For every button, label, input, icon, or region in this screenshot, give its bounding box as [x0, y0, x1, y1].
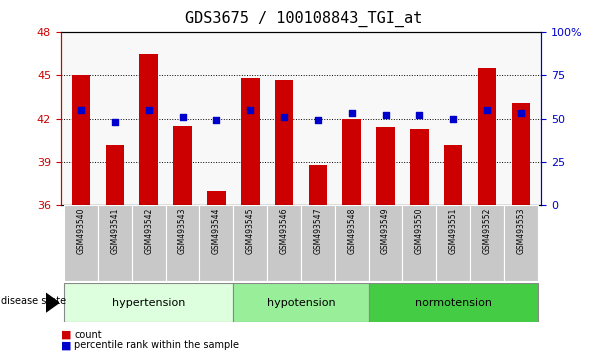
Bar	[241, 78, 260, 205]
Point	[347, 110, 356, 116]
Bar	[444, 144, 463, 205]
Text: ■: ■	[61, 330, 71, 339]
Bar	[72, 75, 91, 205]
Bar	[511, 103, 530, 205]
Bar	[199, 205, 233, 281]
Bar	[267, 205, 301, 281]
Bar	[342, 119, 361, 205]
Bar	[335, 205, 368, 281]
Bar	[478, 68, 496, 205]
Bar	[402, 205, 437, 281]
Polygon shape	[46, 293, 59, 312]
Bar	[410, 129, 429, 205]
Point	[516, 110, 526, 116]
Text: GSM493541: GSM493541	[111, 207, 119, 254]
Text: GSM493542: GSM493542	[144, 207, 153, 254]
Text: GSM493553: GSM493553	[516, 207, 525, 254]
Text: GSM493547: GSM493547	[313, 207, 322, 254]
Point	[279, 114, 289, 120]
Text: GSM493546: GSM493546	[280, 207, 289, 254]
Point	[381, 112, 390, 118]
Bar	[504, 205, 537, 281]
Bar	[233, 205, 267, 281]
Text: percentile rank within the sample: percentile rank within the sample	[74, 340, 239, 350]
Bar	[98, 205, 132, 281]
Point	[415, 112, 424, 118]
Text: normotension: normotension	[415, 298, 492, 308]
Text: count: count	[74, 330, 102, 339]
Bar	[64, 205, 98, 281]
Point	[313, 118, 323, 123]
Text: GSM493548: GSM493548	[347, 207, 356, 254]
Text: ■: ■	[61, 340, 71, 350]
Point	[482, 107, 492, 113]
Bar	[165, 205, 199, 281]
Text: hypertension: hypertension	[112, 298, 185, 308]
Text: hypotension: hypotension	[267, 298, 335, 308]
Bar	[368, 205, 402, 281]
Bar	[207, 191, 226, 205]
Text: GSM493545: GSM493545	[246, 207, 255, 254]
Bar	[309, 165, 327, 205]
Bar	[173, 126, 192, 205]
Text: GSM493552: GSM493552	[483, 207, 491, 254]
Point	[246, 107, 255, 113]
Text: GDS3675 / 100108843_TGI_at: GDS3675 / 100108843_TGI_at	[185, 11, 423, 27]
Bar	[275, 80, 293, 205]
Bar	[106, 144, 124, 205]
Bar	[64, 283, 233, 322]
Text: GSM493544: GSM493544	[212, 207, 221, 254]
Text: GSM493540: GSM493540	[77, 207, 86, 254]
Text: disease state: disease state	[1, 296, 66, 306]
Text: GSM493550: GSM493550	[415, 207, 424, 254]
Bar	[470, 205, 504, 281]
Bar	[233, 283, 368, 322]
Point	[76, 107, 86, 113]
Bar	[132, 205, 165, 281]
Point	[144, 107, 154, 113]
Bar	[139, 53, 158, 205]
Point	[212, 118, 221, 123]
Text: GSM493551: GSM493551	[449, 207, 458, 254]
Bar	[376, 127, 395, 205]
Point	[448, 116, 458, 121]
Bar	[368, 283, 537, 322]
Bar	[301, 205, 335, 281]
Bar	[437, 205, 470, 281]
Text: GSM493549: GSM493549	[381, 207, 390, 254]
Point	[110, 119, 120, 125]
Text: GSM493543: GSM493543	[178, 207, 187, 254]
Point	[178, 114, 187, 120]
